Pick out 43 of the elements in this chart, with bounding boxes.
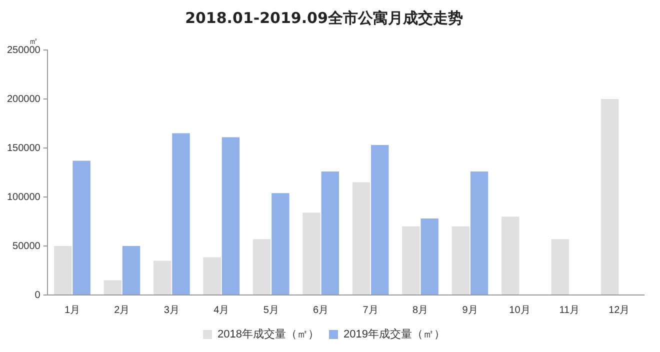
- bar: [352, 182, 370, 294]
- y-tick-label: 0: [34, 290, 41, 301]
- bar: [272, 193, 290, 294]
- x-tick-label: 7月: [362, 304, 378, 316]
- x-tick-label: 4月: [214, 304, 230, 316]
- legend-label: 2019年成交量（㎡）: [344, 328, 445, 341]
- chart-title: 2018.01-2019.09全市公寓月成交走势: [185, 8, 463, 27]
- y-tick-label: 50000: [12, 240, 41, 252]
- x-tick-label: 2月: [114, 304, 130, 316]
- x-tick-label: 8月: [412, 304, 428, 316]
- bar: [502, 216, 520, 294]
- bar: [122, 246, 140, 294]
- x-tick-label: 5月: [263, 304, 279, 316]
- bar: [54, 246, 72, 294]
- legend-label: 2018年成交量（㎡）: [218, 328, 320, 341]
- y-tick-label: 200000: [6, 94, 41, 105]
- y-axis-title: ㎡: [28, 36, 38, 47]
- bar: [600, 99, 619, 294]
- y-tick-label: 250000: [6, 44, 41, 56]
- bar: [222, 137, 240, 294]
- bar: [321, 172, 340, 294]
- x-tick-label: 12月: [608, 304, 630, 316]
- bar: [153, 260, 172, 294]
- bar: [252, 239, 271, 294]
- bar: [402, 226, 420, 294]
- bar: [104, 280, 122, 294]
- x-tick-label: 3月: [164, 304, 180, 316]
- bar: [72, 160, 90, 294]
- x-tick-label: 11月: [559, 304, 580, 316]
- bar: [302, 212, 320, 294]
- y-tick-label: 100000: [6, 192, 41, 203]
- bar: [203, 257, 221, 294]
- x-tick-label: 10月: [509, 304, 530, 316]
- bar: [452, 226, 470, 294]
- x-tick-label: 6月: [313, 304, 329, 316]
- bar: [470, 172, 488, 294]
- bar: [371, 145, 389, 294]
- y-tick-label: 150000: [6, 142, 41, 154]
- x-tick-label: 9月: [462, 304, 478, 316]
- x-tick-label: 1月: [64, 304, 80, 316]
- bar: [551, 239, 569, 294]
- bar: [420, 218, 438, 294]
- bar: [172, 133, 190, 294]
